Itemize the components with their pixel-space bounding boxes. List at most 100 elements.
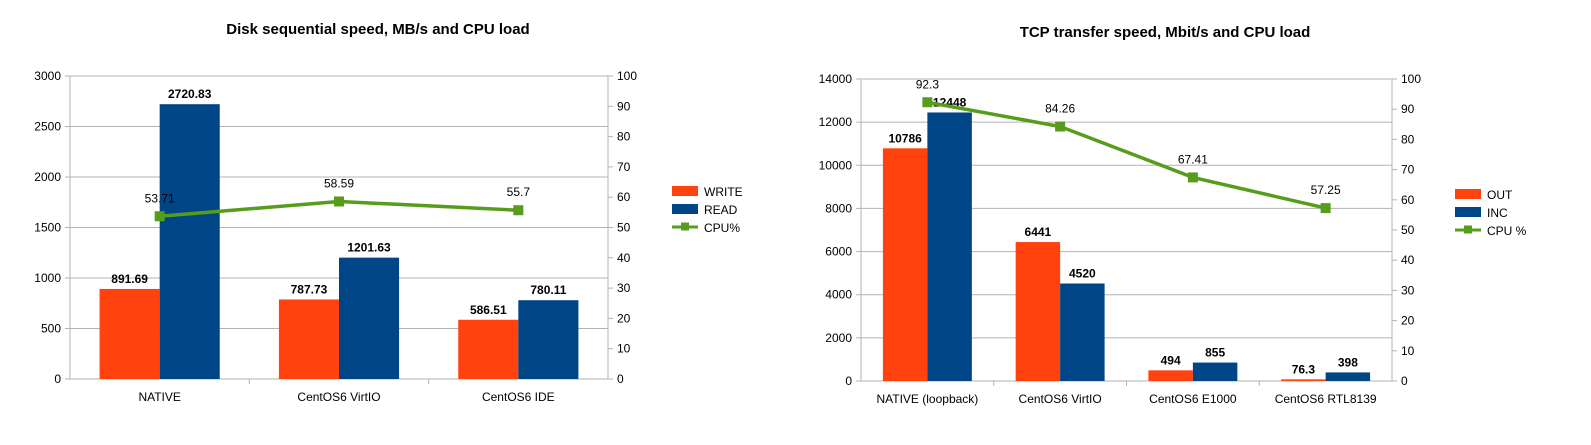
legend-swatch-marker [1464,225,1472,234]
y-tick-label: 14000 [819,72,853,86]
x-tick-label: CentOS6 VirtIO [1019,392,1102,406]
y2-tick-label: 80 [617,130,631,144]
x-tick-label: CentOS6 RTL8139 [1275,392,1377,406]
bar-read [339,257,400,379]
cpu-data-label: 55.7 [507,185,531,199]
bar-data-label: 855 [1205,346,1225,360]
x-tick-label: NATIVE [138,390,180,404]
bar-read [518,300,579,379]
y2-tick-label: 80 [1401,132,1415,146]
y2-tick-label: 40 [617,251,631,265]
chart-2: TCP transfer speed, Mbit/s and CPU load 0… [819,24,1527,406]
y-tick-label: 0 [845,374,852,388]
bar-data-label: 494 [1161,353,1181,367]
y2-tick-label: 100 [617,69,637,83]
legend-label: INC [1487,206,1508,220]
cpu-point [513,205,524,216]
y-tick-label: 1500 [34,221,61,235]
y2-tick-label: 30 [1401,283,1415,297]
cpu-line [927,100,1327,210]
cpu-data-label: 67.41 [1178,152,1208,166]
legend: OUT INC CPU % [1455,188,1527,238]
bar-data-label: 1201.63 [347,241,391,255]
y2-tick-label: 100 [1401,72,1421,86]
cpu-data-label: 57.25 [1311,183,1341,197]
bar-inc [1325,372,1371,381]
bar-data-label: 780.11 [530,283,566,297]
bar-data-label: 891.69 [111,272,148,286]
x-tick-label: NATIVE (loopback) [876,392,978,406]
chart-title: Disk sequential speed, MB/s and CPU load [226,21,529,38]
y2-tick-label: 20 [1401,314,1415,328]
legend-swatch-marker [681,222,689,231]
bar-inc [1192,362,1238,381]
bar-data-label: 10786 [888,131,922,145]
legend-swatch [672,204,698,214]
cpu-point [1320,203,1331,214]
cpu-point [1055,121,1066,132]
bar-inc [927,112,972,382]
y-tick-label: 6000 [825,245,852,259]
y-tick-label: 4000 [825,288,852,302]
cpu-data-label: 58.59 [324,176,354,190]
legend-swatch [672,186,698,196]
cpu-data-label: 84.26 [1045,102,1075,116]
y2-tick-label: 20 [617,311,631,325]
y2-tick-label: 30 [617,281,631,295]
cpu-point [922,97,933,108]
bar-write [99,288,160,379]
bar-data-label: 4520 [1069,266,1096,280]
y-tick-label: 0 [54,372,61,386]
legend-swatch [1455,189,1481,199]
bar-write [458,319,519,379]
x-tick-label: CentOS6 VirtIO [297,390,380,404]
legend-label: WRITE [704,185,743,199]
y-tick-label: 2000 [34,170,61,184]
y2-tick-label: 70 [1401,163,1415,177]
y2-tick-label: 0 [1401,374,1408,388]
chart-title: TCP transfer speed, Mbit/s and CPU load [1020,24,1311,41]
legend: WRITE READ CPU% [672,185,743,235]
y2-tick-label: 40 [1401,253,1415,267]
y2-tick-label: 60 [1401,193,1415,207]
chart-1: Disk sequential speed, MB/s and CPU load… [34,21,742,404]
y-tick-label: 2000 [825,331,852,345]
bar-out [1015,242,1061,381]
x-tick-label: CentOS6 E1000 [1149,392,1237,406]
bar-inc [1060,283,1105,381]
bar-data-label: 6441 [1025,225,1052,239]
y-tick-label: 12000 [819,115,853,129]
y-tick-label: 2500 [34,120,61,134]
bar-out [1281,379,1326,381]
bar-data-label: 586.51 [470,303,507,317]
cpu-point [1187,172,1198,183]
bar-data-label: 2720.83 [168,87,212,101]
y-tick-label: 8000 [825,201,852,215]
y-tick-label: 10000 [819,158,853,172]
y2-tick-label: 50 [617,221,631,235]
y2-tick-label: 0 [617,372,624,386]
legend-label: READ [704,203,738,217]
y2-tick-label: 90 [617,99,631,113]
cpu-point [154,211,165,222]
bar-out [882,148,928,381]
bar-write [278,299,339,379]
y2-tick-label: 60 [617,190,631,204]
bar-data-label: 398 [1338,355,1358,369]
cpu-data-label: 53.71 [145,191,175,205]
legend-swatch [1455,207,1481,217]
bar-out [1148,370,1193,381]
y2-tick-label: 50 [1401,223,1415,237]
legend-label: CPU% [704,221,740,235]
bar-read [159,104,220,379]
cpu-data-label: 92.3 [916,77,940,91]
cpu-point [334,196,344,207]
y-tick-label: 500 [41,322,61,336]
y2-tick-label: 10 [617,342,631,356]
y-tick-label: 3000 [34,69,61,83]
y-tick-label: 1000 [34,271,61,285]
y2-tick-label: 70 [617,160,631,174]
y2-tick-label: 90 [1401,102,1415,116]
legend-label: OUT [1487,188,1513,202]
